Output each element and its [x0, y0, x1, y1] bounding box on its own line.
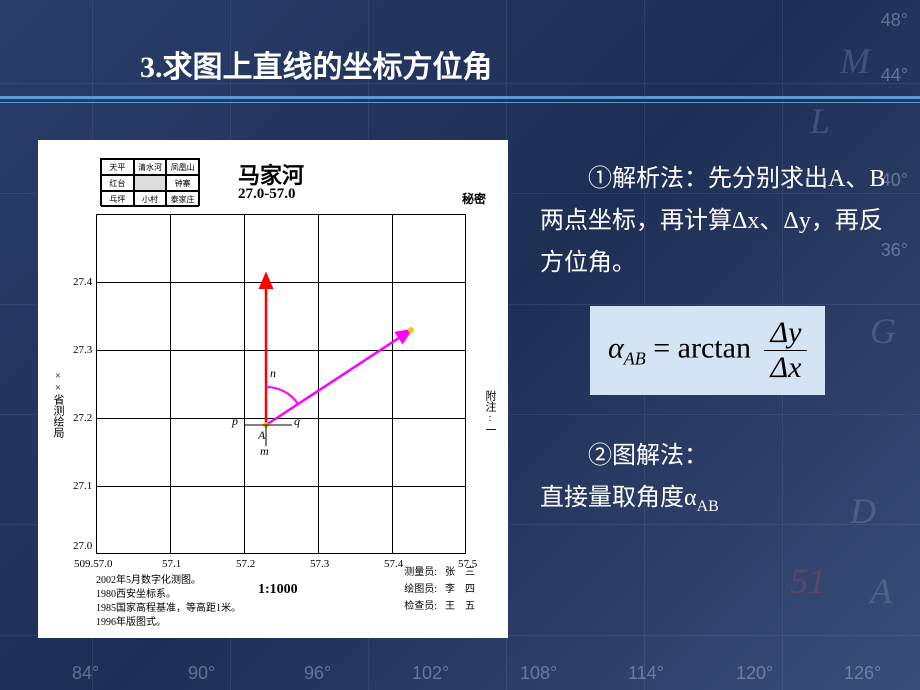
bg-degree: 84°	[72, 663, 99, 684]
method2-block: ②图解法： 直接量取角度αAB	[540, 435, 890, 521]
pt-q: q	[294, 414, 300, 429]
formula-box: αAB = arctan Δy Δx	[590, 306, 825, 395]
y-label: 27.1	[73, 480, 92, 492]
pt-p: p	[232, 414, 238, 429]
pt-n: n	[270, 366, 276, 381]
method1-text: ①解析法：先分别求出A、B两点坐标，再计算Δx、Δy，再反方位角。	[540, 158, 890, 284]
method2-body: 直接量取角度α	[540, 485, 697, 511]
bg-degree: 96°	[304, 663, 331, 684]
map-scale: 1:1000	[258, 582, 298, 598]
y-label: 27.2	[73, 412, 92, 424]
bg-letter: 51	[790, 560, 826, 602]
bg-degree: 120°	[736, 663, 773, 684]
bg-degree: 90°	[188, 663, 215, 684]
map-secret-label: 秘密	[462, 190, 486, 207]
map-legend-box: 天平清水河凤凰山 红台钟寨 乓坪小村泰家庄	[100, 158, 200, 206]
bg-degree: 48°	[881, 10, 908, 31]
right-text-column: ①解析法：先分别求出A、B两点坐标，再计算Δx、Δy，再反方位角。 αAB = …	[540, 158, 890, 521]
bg-letter: L	[810, 100, 830, 142]
map-figure-panel: 天平清水河凤凰山 红台钟寨 乓坪小村泰家庄 马家河 27.0-57.0 秘密 ×…	[38, 140, 508, 638]
bg-degree: 114°	[628, 663, 664, 684]
x-label: 57.2	[236, 558, 255, 570]
pt-A: A	[258, 428, 265, 443]
bg-letter: A	[870, 570, 892, 612]
title-underline	[0, 96, 920, 99]
x-label: 57.3	[310, 558, 329, 570]
x-label: 57.1	[162, 558, 181, 570]
map-left-authority: ××省测绘局	[50, 370, 66, 438]
y-label: 27.4	[73, 276, 92, 288]
map-footer-left: 2002年5月数字化测图。1980西安坐标系。1985国家高程基准，等高距1米。…	[96, 574, 241, 630]
vector-diagram	[96, 214, 466, 554]
bg-degree: 108°	[520, 663, 557, 684]
x-label: 509.57.0	[74, 558, 113, 570]
y-label: 27.0	[73, 540, 92, 552]
map-right-note: 附注:一	[482, 390, 498, 435]
title-underline-thin	[0, 102, 920, 103]
bg-degree: 102°	[412, 663, 449, 684]
slide-title-bar: 3.求图上直线的坐标方位角	[0, 42, 920, 86]
bg-degree: 126°	[844, 663, 881, 684]
y-label: 27.3	[73, 344, 92, 356]
method2-sub: AB	[697, 498, 719, 515]
pt-m: m	[260, 444, 269, 459]
slide-title: 3.求图上直线的坐标方位角	[140, 51, 493, 84]
map-footer-right: 测量员:张 三绘图员:李 四检查员:王 五	[399, 563, 480, 616]
map-grid: A p q m n	[96, 214, 466, 554]
method2-label: ②图解法：	[588, 443, 708, 469]
map-subtitle: 27.0-57.0	[238, 186, 296, 203]
